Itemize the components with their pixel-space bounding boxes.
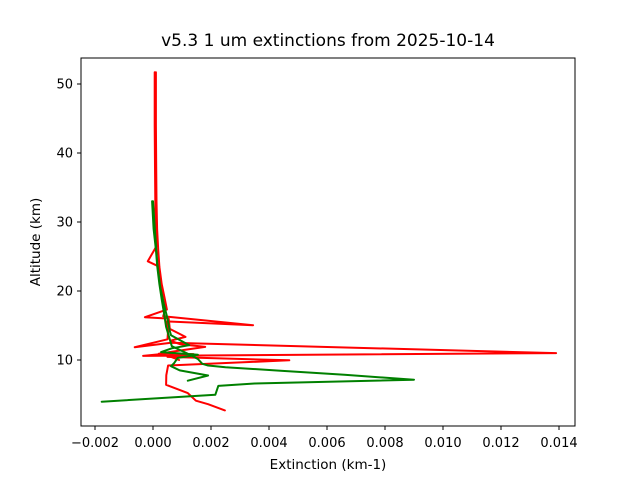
x-tick-label: 0.010 — [424, 436, 461, 451]
y-tick-label: 20 — [56, 285, 73, 300]
chart-title: v5.3 1 um extinctions from 2025-10-14 — [161, 31, 495, 51]
y-tick-label: 50 — [56, 78, 73, 93]
x-tick-label: 0.012 — [482, 436, 519, 451]
x-tick-label: 0.000 — [134, 436, 171, 451]
x-tick-label: 0.002 — [192, 436, 229, 451]
tick-layer: −0.002 0.000 0.002 0.004 0.006 0.008 0.010 0.01… — [56, 78, 577, 452]
series-line-green-profile-2 — [152, 200, 210, 382]
series-layer — [100, 71, 558, 412]
y-tick-label: 30 — [56, 216, 73, 231]
x-tick-label: 0.008 — [366, 436, 403, 451]
x-tick-label: 0.006 — [308, 436, 345, 451]
x-tick-label: 0.004 — [250, 436, 287, 451]
y-axis-label: Altitude (km) — [28, 198, 44, 287]
y-tick-label: 40 — [56, 147, 73, 162]
x-tick-label: −0.002 — [71, 436, 119, 451]
axes-frame — [80, 57, 576, 427]
y-tick-label: 10 — [56, 354, 73, 369]
plot-area — [81, 58, 575, 426]
x-tick-label: 0.014 — [540, 436, 577, 451]
x-axis-label: Extinction (km-1) — [270, 457, 387, 473]
